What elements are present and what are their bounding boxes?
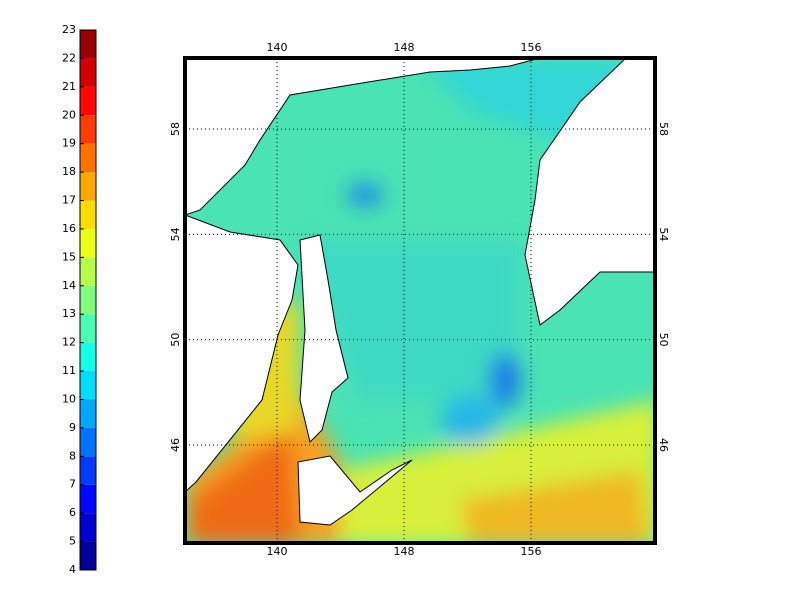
colorbar-tick-label: 16: [62, 222, 76, 235]
colorbar-tick-label: 13: [62, 307, 76, 320]
map-frame: [183, 56, 657, 545]
lat-tick-label: 50: [657, 333, 670, 347]
lat-tick-label: 58: [169, 122, 182, 136]
colorbar-tick-label: 18: [62, 165, 76, 178]
lat-tick-label: 46: [169, 438, 182, 452]
lat-tick-label: 54: [657, 227, 670, 241]
colorbar-tick-label: 15: [62, 250, 76, 263]
colorbar-segment: [80, 541, 96, 570]
colorbar-tick-label: 8: [69, 449, 76, 462]
lat-tick-label: 46: [657, 438, 670, 452]
lon-tick-label: 156: [521, 545, 542, 558]
colorbar-tick-label: 7: [69, 478, 76, 491]
colorbar-segment: [80, 172, 96, 201]
colorbar-segment: [80, 228, 96, 258]
colorbar-frame: [79, 29, 97, 571]
colorbar-tick-label: 22: [62, 51, 76, 64]
colorbar-segment: [80, 30, 96, 59]
lat-tick-label: 58: [657, 122, 670, 136]
map-labels: 140 140 148 148 156 156 58 58 54 54 50 50 46 46: [169, 41, 670, 558]
colorbar-segment: [80, 314, 96, 343]
colorbar-segment: [80, 58, 96, 87]
lon-tick-label: 148: [394, 545, 415, 558]
colorbar-segment: [80, 427, 96, 457]
colorbar-segment: [80, 456, 96, 485]
colorbar-segment: [80, 86, 96, 116]
lon-tick-label: 148: [394, 41, 415, 54]
colorbar-tick-label: 14: [62, 279, 76, 292]
lat-tick-label: 50: [169, 333, 182, 347]
colorbar-tick-label: 11: [62, 364, 76, 377]
colorbar-tick-label: 19: [62, 137, 76, 150]
colorbar-segment: [80, 257, 96, 286]
colorbar-segment: [80, 513, 96, 542]
colorbar-tick-label: 17: [62, 194, 76, 207]
colorbar-segment: [80, 115, 96, 144]
colorbar-tick-label: 6: [69, 506, 76, 519]
colorbar-segment: [80, 399, 96, 428]
lat-tick-label: 54: [169, 227, 182, 241]
colorbar-tick-label: 4: [69, 563, 76, 576]
land: [185, 58, 655, 526]
colorbar-segment: [80, 342, 96, 372]
colorbar-segment: [80, 200, 96, 229]
colorbar-segment: [80, 143, 96, 173]
colorbar-tick-label: 21: [62, 80, 76, 93]
colorbar-segment: [80, 484, 96, 514]
colorbar-tick-label: 12: [62, 336, 76, 349]
map-field: [185, 58, 655, 543]
lon-tick-label: 140: [267, 545, 288, 558]
colorbar-tick-label: 23: [62, 23, 76, 36]
colorbar-tick-label: 20: [62, 108, 76, 121]
lon-tick-label: 140: [267, 41, 288, 54]
colorbar-tick-label: 5: [69, 535, 76, 548]
graticule: [185, 58, 655, 543]
colorbar: 4 5 6 7 8 9 10 11 12 13 14 15 16 17 18 19 20 21 22 23: [62, 23, 97, 576]
colorbar-segment: [80, 285, 96, 315]
colorbar-tick-label: 9: [69, 421, 76, 434]
temperature-field: [185, 60, 655, 543]
colorbar-segment: [80, 371, 96, 400]
lon-tick-label: 156: [521, 41, 542, 54]
colorbar-tick-label: 10: [62, 392, 76, 405]
